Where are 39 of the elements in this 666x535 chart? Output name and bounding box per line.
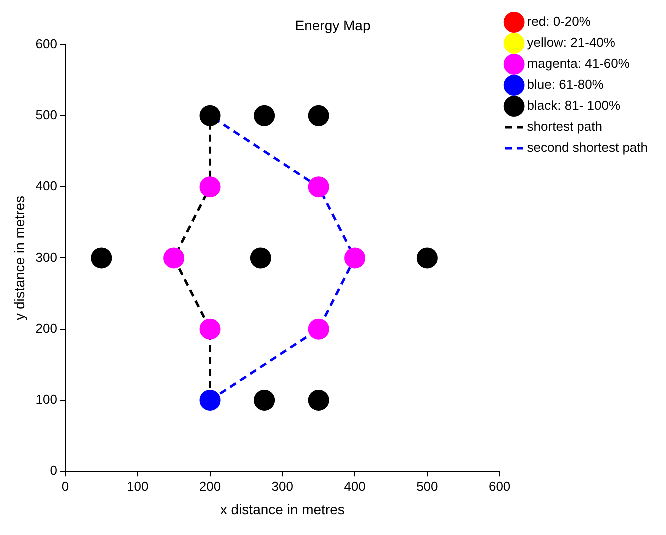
- y-tick-label: 200: [36, 320, 58, 336]
- point: [200, 176, 221, 198]
- legend-label: blue: 61-80%: [527, 77, 604, 92]
- point: [164, 248, 185, 269]
- legend-label: second shortest path: [527, 140, 648, 156]
- x-tick-label: 200: [199, 478, 222, 494]
- point: [416, 248, 438, 269]
- legend-label: yellow: 21-40%: [527, 35, 616, 50]
- y-tick-label: 500: [36, 108, 58, 123]
- point: [308, 176, 330, 198]
- x-tick-label: 600: [488, 478, 511, 494]
- y-tick-label: 600: [36, 36, 58, 52]
- point: [91, 248, 112, 269]
- point: [200, 390, 221, 411]
- point: [200, 318, 221, 340]
- legend-label: shortest path: [527, 119, 602, 134]
- x-tick-label: 100: [127, 478, 149, 494]
- legend-label: red: 0-20%: [527, 14, 592, 30]
- x-tick-label: 0: [62, 478, 70, 494]
- point: [308, 105, 330, 126]
- chart-title: Energy Map: [295, 17, 371, 34]
- point: [250, 248, 272, 269]
- legend-label: magenta: 41-60%: [527, 56, 630, 72]
- y-tick-label: 400: [36, 178, 58, 194]
- x-axis-title: x distance in metres: [220, 501, 345, 518]
- y-tick-label: 300: [36, 250, 58, 265]
- x-tick-label: 500: [416, 478, 438, 494]
- point: [344, 248, 366, 269]
- y-axis-title: y distance in metres: [11, 196, 28, 320]
- point: [200, 105, 221, 126]
- y-tick-label: 0: [50, 463, 58, 478]
- x-tick-label: 300: [272, 478, 294, 494]
- point: [308, 390, 330, 411]
- x-tick-label: 400: [344, 478, 366, 494]
- point: [254, 105, 276, 126]
- point: [254, 390, 276, 411]
- y-tick-label: 100: [36, 392, 58, 408]
- point: [308, 318, 330, 340]
- legend-label: black: 81- 100%: [527, 98, 621, 114]
